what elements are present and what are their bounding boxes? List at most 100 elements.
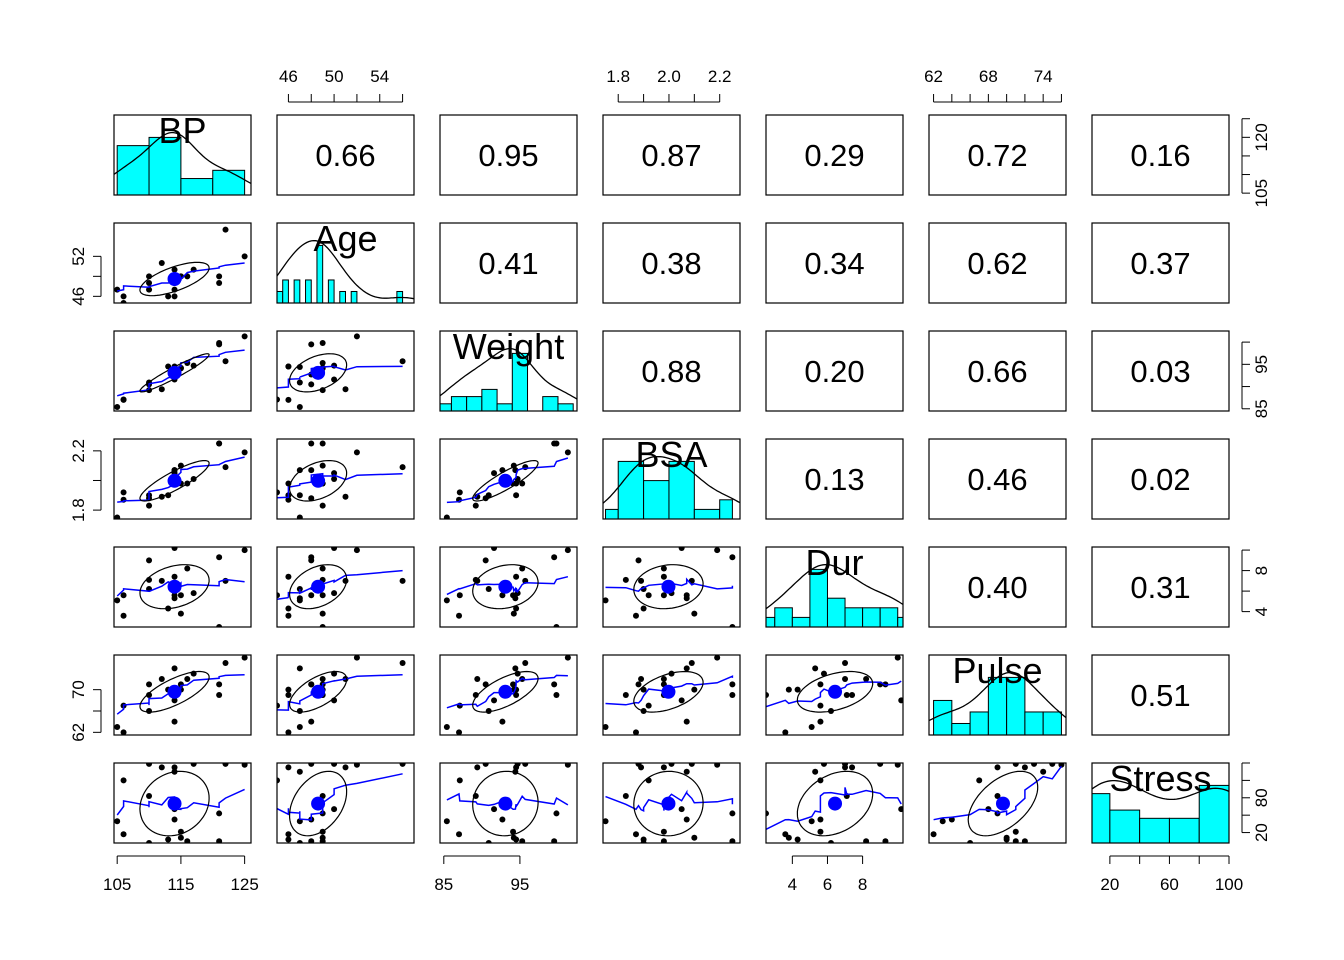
y-tick-label: 52 bbox=[69, 247, 88, 266]
data-point bbox=[499, 816, 506, 823]
correlation-value: 0.38 bbox=[641, 246, 701, 281]
hist-bar bbox=[450, 396, 468, 412]
data-point bbox=[285, 764, 292, 771]
panel-frame bbox=[439, 438, 578, 520]
hist-bar bbox=[719, 499, 733, 520]
data-point bbox=[184, 838, 191, 843]
correlation-ellipse bbox=[139, 670, 210, 713]
x-tick-label: 20 bbox=[1100, 875, 1119, 894]
data-point bbox=[785, 686, 792, 693]
data-point bbox=[146, 763, 153, 767]
correlation-value: 0.88 bbox=[641, 354, 701, 389]
smoother-line bbox=[446, 674, 568, 709]
data-point bbox=[1049, 763, 1056, 767]
data-point bbox=[331, 547, 338, 552]
data-point bbox=[158, 386, 165, 393]
data-point bbox=[474, 493, 481, 500]
data-point bbox=[296, 404, 303, 410]
data-point bbox=[564, 655, 571, 661]
data-point bbox=[308, 495, 315, 502]
data-point bbox=[296, 665, 303, 672]
y-axis-age: 46 52 bbox=[69, 247, 102, 306]
y-tick-label: 1.8 bbox=[69, 498, 88, 522]
data-point bbox=[499, 592, 506, 599]
correlation-value: 0.13 bbox=[804, 462, 864, 497]
data-point bbox=[285, 496, 292, 503]
data-point bbox=[120, 729, 127, 735]
data-point bbox=[190, 763, 197, 767]
panel-frame bbox=[928, 546, 1067, 628]
data-point bbox=[877, 763, 884, 767]
panel-pulse-dur bbox=[765, 654, 904, 736]
variable-name-bp: BP bbox=[158, 110, 206, 151]
correlation-value: 0.29 bbox=[804, 138, 864, 173]
variable-name-bsa: BSA bbox=[635, 434, 707, 475]
smoother-line bbox=[766, 787, 902, 830]
correlation-value: 0.62 bbox=[967, 246, 1027, 281]
hist-bar bbox=[1042, 711, 1062, 736]
data-point bbox=[474, 764, 481, 771]
x-tick-label: 50 bbox=[325, 67, 344, 86]
data-point bbox=[519, 838, 526, 843]
data-point bbox=[660, 573, 667, 580]
hist-bar bbox=[643, 480, 670, 520]
data-point bbox=[510, 610, 517, 617]
data-point bbox=[277, 489, 280, 496]
data-point bbox=[842, 763, 849, 767]
data-point bbox=[319, 624, 326, 627]
data-point bbox=[683, 665, 690, 672]
data-point bbox=[863, 676, 870, 682]
data-point bbox=[353, 655, 360, 661]
data-point bbox=[638, 577, 645, 584]
data-point bbox=[513, 605, 520, 612]
data-point bbox=[285, 729, 292, 735]
correlation-ellipse bbox=[472, 564, 539, 610]
panel-frame bbox=[276, 222, 415, 304]
x-tick-label: 105 bbox=[103, 875, 131, 894]
hist-bar bbox=[826, 597, 846, 628]
data-point bbox=[171, 547, 178, 552]
hist-bar bbox=[1198, 784, 1230, 844]
data-point bbox=[794, 686, 801, 693]
data-point bbox=[222, 660, 229, 666]
data-point bbox=[513, 692, 520, 698]
data-point bbox=[216, 624, 223, 627]
data-point bbox=[120, 293, 127, 300]
panel-frame bbox=[439, 330, 578, 412]
hist-bar bbox=[466, 396, 483, 412]
panel-frame bbox=[439, 546, 578, 628]
hist-bar bbox=[496, 403, 513, 412]
data-point bbox=[482, 557, 489, 564]
panel-frame bbox=[113, 114, 252, 196]
density-curve bbox=[439, 347, 578, 400]
y-axis-bp: 105 120 bbox=[1241, 118, 1271, 207]
hist-bar bbox=[1091, 793, 1111, 844]
data-point bbox=[485, 840, 492, 843]
data-point bbox=[120, 300, 127, 303]
hist-bar bbox=[862, 607, 881, 628]
data-point bbox=[171, 293, 178, 300]
mean-point bbox=[995, 796, 1010, 811]
data-point bbox=[342, 386, 349, 393]
hist-bar bbox=[765, 616, 776, 628]
data-point bbox=[222, 358, 229, 365]
correlation-ellipse bbox=[633, 670, 704, 713]
data-point bbox=[319, 340, 326, 346]
data-point bbox=[882, 838, 889, 843]
x-tick-label: 2.0 bbox=[657, 67, 681, 86]
correlation-ellipse bbox=[139, 460, 210, 502]
data-point bbox=[820, 763, 827, 767]
data-point bbox=[114, 514, 121, 519]
data-point bbox=[319, 462, 326, 469]
hist-bar bbox=[1139, 817, 1170, 844]
data-point bbox=[714, 547, 721, 554]
panel-frame bbox=[765, 546, 904, 628]
data-point bbox=[729, 554, 736, 561]
data-point bbox=[491, 547, 498, 552]
panel-bsa-bsa: BSA bbox=[602, 434, 741, 520]
panel-frame bbox=[113, 762, 252, 844]
x-axis-dur: 4 6 8 bbox=[788, 855, 867, 894]
data-point bbox=[171, 764, 178, 771]
data-point bbox=[678, 547, 685, 552]
panel-frame bbox=[928, 762, 1067, 844]
